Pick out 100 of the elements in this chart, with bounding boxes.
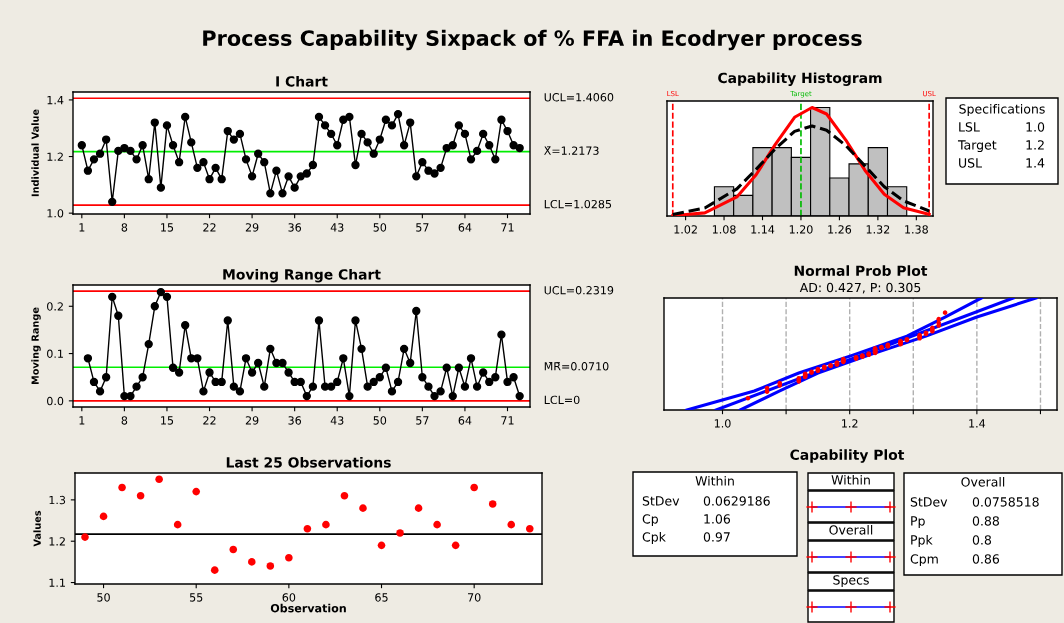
x-axis-title: Observation [270, 603, 346, 613]
x-tick-label: 70 [468, 593, 481, 602]
chart-title: Normal Prob Plot [794, 265, 928, 276]
point [192, 487, 200, 496]
x-tick-label: 1.26 [828, 225, 852, 234]
ref-line-label: LCL=0 [544, 395, 580, 405]
x-tick-label: 43 [330, 223, 344, 232]
x-tick-label: 65 [375, 593, 388, 602]
point [488, 500, 497, 508]
x-tick-label: 36 [288, 416, 302, 425]
text: 1.4 [1026, 158, 1045, 168]
point [451, 541, 460, 550]
x-tick-label: 1 [79, 416, 85, 425]
x-tick-label: 50 [97, 593, 110, 602]
x-tick-label: 1.4 [969, 419, 986, 428]
text: 0.8 [972, 535, 992, 545]
ref-line-label: M̄R̄=0.0710 [544, 362, 609, 371]
text: Pp [911, 516, 925, 529]
point [173, 520, 182, 529]
text: Cp [642, 514, 658, 527]
y-tick-label: 0.1 [47, 349, 63, 358]
y-axis-title: Individual Value [31, 109, 39, 197]
x-tick-label: 15 [161, 416, 174, 425]
x-tick-label: 1.02 [674, 225, 697, 234]
x-tick-label: 8 [121, 223, 128, 232]
x-tick-label: 8 [121, 416, 128, 425]
ref-line-label: X̄=1.2173 [544, 146, 599, 155]
point [359, 504, 367, 512]
y-tick-label: 1.0 [47, 209, 64, 218]
text: Cpm [910, 554, 938, 567]
point [247, 558, 256, 566]
point [525, 525, 534, 533]
point [136, 491, 145, 500]
text: 1.2 [1026, 140, 1044, 150]
y-tick-label: 0.2 [47, 302, 63, 311]
text: 0.88 [972, 516, 999, 526]
ref-line-label: LCL=1.0285 [544, 199, 612, 209]
x-tick-label: 43 [330, 416, 344, 425]
point [155, 475, 163, 484]
x-tick-label: 15 [161, 223, 174, 232]
chart-subtitle: AD: 0.427, P: 0.305 [799, 282, 921, 294]
point [507, 520, 516, 529]
x-tick-label: 36 [288, 223, 302, 232]
point [470, 483, 478, 492]
x-tick-label: 57 [416, 416, 429, 425]
point [210, 566, 219, 574]
chart-title: Moving Range Chart [223, 268, 381, 283]
y-axis-title: Values [33, 510, 41, 547]
text: StDev [642, 496, 680, 506]
text: Overall [829, 524, 873, 535]
x-tick-label: 71 [501, 223, 514, 232]
chart-title: Capability Histogram [718, 72, 882, 86]
y-tick-label: 0.0 [47, 396, 64, 406]
x-tick-label: 60 [282, 593, 296, 602]
text: Specs [833, 575, 869, 588]
x-tick-label: 22 [203, 223, 216, 232]
y-tick-label: 1.2 [49, 537, 65, 546]
text: Overall [961, 476, 1005, 487]
point [266, 562, 275, 570]
x-tick-label: 1.0 [714, 419, 731, 428]
text: 0.0758518 [972, 497, 1039, 507]
point [81, 533, 89, 541]
y-tick-label: 1.1 [49, 578, 65, 587]
x-tick-label: 57 [416, 223, 429, 232]
x-tick-label: 1.08 [712, 225, 736, 234]
chart-title: Last 25 Observations [226, 456, 391, 468]
text: 0.97 [703, 532, 730, 542]
y-tick-label: 1.3 [49, 495, 66, 505]
point [99, 512, 108, 521]
y-axis-title: Moving Range [31, 307, 41, 385]
x-tick-label: 55 [189, 593, 203, 602]
text: LSL [959, 122, 980, 132]
x-tick-label: 29 [245, 416, 259, 425]
ref-line-label: UCL=1.4060 [544, 93, 614, 102]
x-tick-label: 64 [458, 416, 472, 425]
point [303, 525, 312, 533]
x-tick-label: 50 [373, 416, 387, 425]
text: USL [959, 158, 982, 168]
point [433, 520, 441, 529]
text: Capability Plot [790, 449, 905, 463]
x-tick-label: 50 [373, 223, 387, 232]
text: Within [695, 475, 734, 486]
x-tick-label: 1.38 [905, 225, 928, 234]
y-tick-label: 1.2 [47, 152, 63, 161]
ref-line-label: UCL=0.2319 [544, 286, 614, 295]
point [396, 529, 404, 537]
x-tick-label: 1.20 [789, 225, 813, 234]
point [285, 553, 293, 562]
x-tick-label: 22 [203, 416, 216, 425]
text: Cpk [642, 531, 666, 545]
point [340, 491, 349, 500]
point [414, 504, 423, 512]
x-tick-label: 1.2 [842, 419, 858, 428]
text: Within [831, 474, 870, 485]
point [377, 541, 386, 550]
x-tick-label: 1.32 [866, 225, 890, 234]
text: 1.0 [1026, 122, 1045, 132]
text: 1.06 [704, 514, 731, 524]
y-tick-label: 1.4 [47, 96, 64, 105]
x-tick-label: 1 [79, 223, 85, 232]
